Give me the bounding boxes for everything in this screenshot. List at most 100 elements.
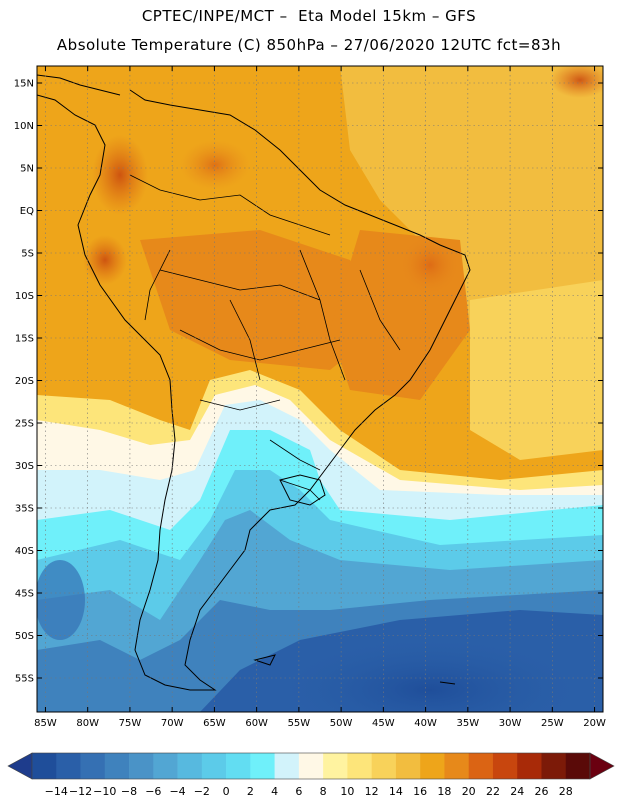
colorbar-label: −14 — [45, 785, 68, 798]
longitude-labels: 85W 80W 75W 70W 65W 60W 55W 50W 45W 40W 35W 30W 25W 2… — [34, 718, 606, 729]
colorbar-labels: −14 −12 −10 −8 −6 −4 −2 0 2 4 6 8 10 12 14 16 18 20 22 24 26… — [45, 785, 573, 798]
graticule — [37, 66, 603, 712]
lon-label: 40W — [414, 718, 437, 729]
colorbar-swatch — [153, 753, 178, 779]
colorbar-swatch — [517, 753, 542, 779]
lat-label: 20S — [15, 376, 34, 387]
map-title-line1: CPTEC/INPE/MCT – Eta Model 15km – GFS — [141, 7, 477, 25]
latitude-labels: 15N 10N 5N EQ 5S 10S 15S 20S 25S 30S 35S 40S 45S 50S 5… — [14, 79, 34, 685]
country-borders — [129, 174, 401, 501]
colorbar-label: −12 — [69, 785, 92, 798]
lon-label: 85W — [34, 718, 57, 729]
field-hot-ne-brazil — [400, 235, 460, 295]
south-georgia — [439, 681, 456, 685]
colorbar-label: 18 — [437, 785, 451, 798]
colorbar-swatch — [541, 753, 567, 779]
colorbar-label: 20 — [462, 785, 476, 798]
colorbar-label: 24 — [510, 785, 524, 798]
colorbar-swatch — [444, 753, 469, 779]
lon-label: 35W — [457, 718, 480, 729]
south-america-coast — [37, 89, 471, 691]
colorbar-swatch — [250, 753, 275, 779]
colorbar-label: −4 — [169, 785, 185, 798]
colorbar-label: 6 — [295, 785, 302, 798]
colorbar-swatch — [347, 753, 372, 779]
lat-label: 45S — [15, 589, 34, 600]
lat-label: 30S — [15, 461, 34, 472]
colorbar-label: 14 — [389, 785, 403, 798]
colorbar-label: 0 — [223, 785, 230, 798]
colorbar-label: 2 — [247, 785, 254, 798]
colorbar-label: 8 — [320, 785, 327, 798]
colorbar-swatch — [104, 753, 130, 779]
lon-label: 25W — [541, 718, 564, 729]
colorbar-label: −8 — [121, 785, 137, 798]
colorbar-swatch — [323, 753, 348, 779]
colorbar-over-arrow — [589, 752, 615, 780]
uruguay-outline — [279, 474, 326, 506]
field-hot-colombia — [92, 135, 148, 215]
lon-label: 20W — [583, 718, 606, 729]
colorbar-swatch — [371, 753, 397, 779]
colorbar-label: 4 — [271, 785, 278, 798]
coastlines — [37, 74, 471, 691]
colorbar-swatch — [492, 753, 518, 779]
lon-label: 55W — [288, 718, 311, 729]
colorbar — [7, 752, 615, 780]
field-hot-peru — [83, 235, 127, 285]
field-hot-venezuela — [180, 140, 250, 190]
colorbar-swatch — [129, 753, 154, 779]
central-america-coast — [37, 74, 121, 96]
colorbar-label: −6 — [145, 785, 161, 798]
lon-label: 80W — [76, 718, 99, 729]
lon-label: 65W — [203, 718, 226, 729]
colorbar-swatch — [80, 753, 106, 779]
lon-label: 60W — [245, 718, 268, 729]
colorbar-swatch — [274, 753, 300, 779]
colorbar-label: 16 — [413, 785, 427, 798]
colorbar-label: −2 — [194, 785, 210, 798]
lat-label: 40S — [15, 546, 34, 557]
colorbar-swatch — [420, 753, 445, 779]
field-ne-ocean — [340, 66, 603, 330]
colorbar-label: 26 — [534, 785, 548, 798]
colorbar-swatch — [56, 753, 81, 779]
field-e-ocean — [470, 280, 603, 460]
colorbar-swatch — [201, 753, 227, 779]
map-title-line2: Absolute Temperature (C) 850hPa – 27/06/… — [56, 36, 562, 54]
lat-label: 35S — [15, 504, 34, 515]
falklands — [253, 654, 276, 666]
lat-label: 55S — [15, 674, 34, 685]
lon-label: 45W — [372, 718, 395, 729]
lon-label: 75W — [119, 718, 142, 729]
colorbar-swatch — [177, 753, 203, 779]
colorbar-label: 10 — [340, 785, 354, 798]
colorbar-swatch — [395, 753, 421, 779]
colorbar-label: −10 — [93, 785, 116, 798]
lat-label: 10N — [14, 121, 34, 132]
lat-label: 15S — [15, 334, 34, 345]
lon-label: 50W — [330, 718, 353, 729]
colorbar-label: 28 — [559, 785, 573, 798]
lon-label: 70W — [161, 718, 184, 729]
colorbar-frame — [31, 752, 591, 780]
field-hot-ne-corner — [550, 66, 603, 98]
lon-label: 30W — [499, 718, 522, 729]
colorbar-label: 22 — [486, 785, 500, 798]
temperature-field — [37, 66, 603, 712]
colorbar-swatch — [226, 753, 251, 779]
colorbar-label: 12 — [365, 785, 379, 798]
colorbar-swatch — [468, 753, 494, 779]
colorbar-swatch — [32, 753, 57, 779]
lat-label: 5S — [21, 249, 34, 260]
field-sw-blue — [37, 560, 85, 640]
lat-label: EQ — [20, 206, 34, 217]
lat-label: 50S — [15, 631, 34, 642]
colorbar-under-arrow — [7, 752, 33, 780]
lat-label: 25S — [15, 419, 34, 430]
field-interior-warm — [140, 230, 380, 370]
lat-label: 10S — [15, 291, 34, 302]
lat-label: 5N — [20, 164, 34, 175]
map-frame — [36, 65, 604, 713]
